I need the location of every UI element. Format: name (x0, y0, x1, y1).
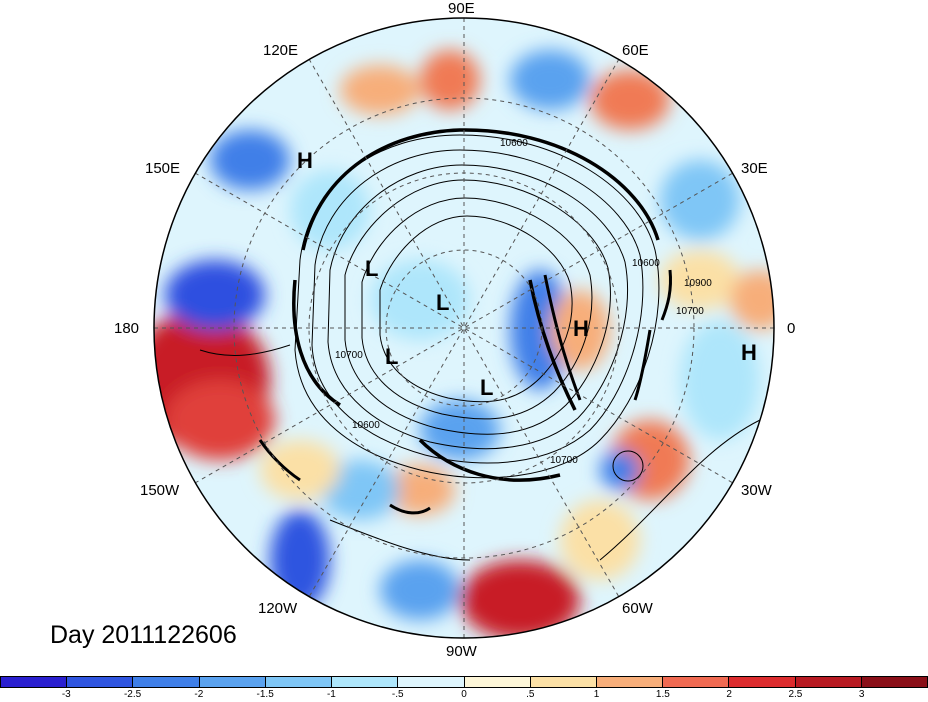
lon-150e-label: 150E (145, 160, 181, 177)
contour-label: 10600 (500, 138, 528, 149)
colorbar-swatch (795, 677, 862, 687)
colorbar-tick-label: -3 (61, 689, 71, 700)
colorbar-tick-label: 0 (461, 689, 467, 700)
contour-label: 10600 (632, 258, 660, 269)
colorbar-swatch (464, 677, 531, 687)
lon-60e-label: 60E (622, 42, 649, 59)
colorbar-swatch (67, 677, 134, 687)
contour-label: 10600 (352, 420, 380, 431)
colorbar-tick-label: -2.5 (123, 689, 142, 700)
contour-label: 10700 (550, 455, 578, 466)
colorbar-tick-label: 1.5 (655, 689, 670, 700)
colorbar-swatch (861, 677, 928, 687)
high-pressure-atlantic: H (741, 340, 757, 365)
colorbar-swatch (1, 677, 68, 687)
graticule (154, 18, 774, 638)
low-pressure-alaska: L (385, 344, 399, 369)
contour-lines (199, 128, 761, 561)
colorbar-swatch (133, 677, 200, 687)
colorbar-swatch (398, 677, 465, 687)
high-pressure-europe: H (573, 316, 589, 341)
lon-60w-label: 60W (622, 600, 653, 617)
lon-150w-label: 150W (140, 482, 180, 499)
colorbar-swatch (199, 677, 266, 687)
colorbar-swatch (265, 677, 333, 687)
colorbar-tick-label: 1 (593, 689, 600, 700)
colorbar-swatch (663, 677, 730, 687)
lon-30e-label: 30E (741, 160, 768, 177)
low-pressure-siberia: L (365, 256, 379, 281)
lon-120e-label: 120E (263, 42, 299, 59)
low-pressure-arctic: L (436, 290, 450, 315)
low-pressure-canada: L (480, 375, 494, 400)
colorbar-swatch (530, 677, 597, 687)
colorbar-tick-label: -1.5 (256, 689, 274, 700)
polar-map (153, 17, 775, 639)
colorbar-tick-label: -1 (326, 689, 336, 700)
colorbar-swatch (332, 677, 399, 687)
colorbar-swatch (729, 677, 796, 687)
lon-180-label: 180 (114, 320, 140, 337)
lon-120w-label: 120W (258, 600, 298, 617)
lon-0-label: 0 (787, 320, 796, 337)
colorbar (0, 676, 928, 688)
contour-label: 10700 (335, 350, 363, 361)
lon-30w-label: 30W (741, 482, 772, 499)
colorbar-tick-label: -2 (194, 689, 204, 700)
colorbar-tick-label: 2 (726, 689, 732, 700)
contour-label: 10900 (684, 278, 712, 289)
colorbar-swatch (596, 677, 664, 687)
high-pressure-pacific: H (297, 148, 313, 173)
contour-label: 10700 (676, 306, 704, 317)
map-title: Day 2011122606 (50, 621, 237, 649)
lon-90w-label: 90W (446, 643, 477, 660)
map-boundary (153, 17, 775, 639)
lon-90e-label: 90E (448, 0, 475, 17)
anomaly-field (154, 18, 774, 638)
colorbar-tick-label: 2.5 (788, 689, 803, 700)
colorbar-tick-label: .5 (526, 689, 535, 700)
colorbar-tick-label: 3 (858, 689, 865, 700)
colorbar-tick-label: -.5 (391, 689, 404, 700)
